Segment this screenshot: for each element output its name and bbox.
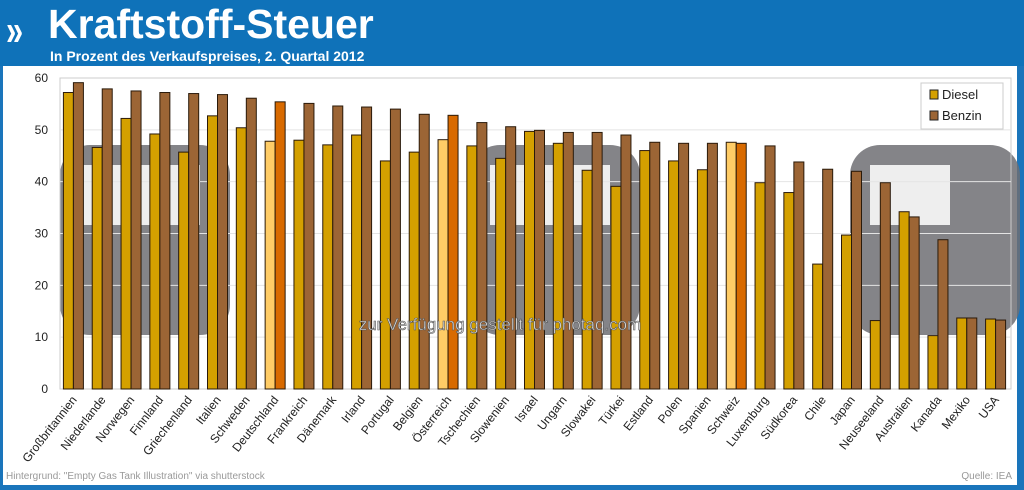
y-tick-label: 60 xyxy=(35,71,49,85)
y-tick-label: 40 xyxy=(35,175,49,189)
bar-diesel xyxy=(898,211,910,390)
bar-diesel xyxy=(322,144,334,390)
bar-benzin xyxy=(937,239,949,390)
x-tick-label: Chile xyxy=(801,393,829,423)
bar-diesel xyxy=(235,127,247,390)
y-tick-label: 30 xyxy=(35,227,49,241)
x-tick-label: Mexiko xyxy=(939,393,974,432)
bar-benzin xyxy=(188,93,200,390)
bar-benzin xyxy=(735,142,747,390)
bar-benzin xyxy=(418,113,430,390)
y-tick-label: 0 xyxy=(41,382,48,396)
x-tick-label: USA xyxy=(976,393,1002,421)
bar-benzin xyxy=(764,145,776,390)
y-tick-label: 10 xyxy=(35,330,49,344)
bar-diesel xyxy=(581,169,593,390)
bar-benzin xyxy=(505,126,517,390)
bar-diesel xyxy=(437,139,449,390)
chart-subtitle: In Prozent des Verkaufspreises, 2. Quart… xyxy=(50,48,365,64)
bar-benzin xyxy=(217,94,228,390)
bar-diesel xyxy=(466,145,478,390)
bar-benzin xyxy=(332,105,344,390)
bar-benzin xyxy=(72,82,84,390)
x-tick-label: Kanada xyxy=(908,393,945,434)
bar-diesel xyxy=(841,234,852,390)
bar-diesel xyxy=(379,160,391,390)
bar-benzin xyxy=(678,142,690,390)
bar-benzin xyxy=(591,131,603,390)
bar-diesel xyxy=(956,317,968,390)
background-credit: Hintergrund: "Empty Gas Tank Illustratio… xyxy=(6,471,265,482)
bar-benzin xyxy=(879,182,891,390)
bar-benzin xyxy=(130,90,142,390)
legend-label-benzin: Benzin xyxy=(942,108,982,123)
x-tick-label: Estland xyxy=(620,393,656,433)
bar-benzin xyxy=(476,122,488,390)
y-tick-label: 50 xyxy=(35,123,49,137)
header: » Kraftstoff-Steuer In Prozent des Verka… xyxy=(0,0,1024,66)
bar-diesel xyxy=(62,92,74,390)
bar-diesel xyxy=(812,263,824,390)
bar-diesel xyxy=(408,151,420,390)
bar-diesel xyxy=(869,320,881,390)
bar-diesel xyxy=(754,182,766,390)
bar-benzin xyxy=(274,101,286,390)
bar-benzin xyxy=(851,170,862,390)
bar-diesel xyxy=(351,134,363,390)
bar-benzin xyxy=(159,92,171,390)
bar-diesel xyxy=(149,133,161,390)
legend: Diesel Benzin xyxy=(920,82,1004,130)
bar-diesel xyxy=(524,130,535,390)
y-tick-label: 20 xyxy=(35,278,49,292)
bar-benzin xyxy=(706,142,718,390)
legend-swatch-benzin xyxy=(929,110,939,121)
bar-diesel xyxy=(639,150,651,390)
legend-label-diesel: Diesel xyxy=(942,87,978,102)
bar-diesel xyxy=(610,185,622,390)
bar-benzin xyxy=(101,88,113,390)
bar-diesel xyxy=(985,318,997,390)
bar-benzin xyxy=(966,317,978,390)
bar-diesel xyxy=(927,335,939,390)
bar-benzin xyxy=(447,114,459,390)
legend-swatch-diesel xyxy=(929,89,939,100)
bar-benzin xyxy=(303,102,315,390)
bar-benzin xyxy=(361,106,373,390)
source-note: Quelle: IEA xyxy=(961,471,1012,482)
bar-benzin xyxy=(995,319,1007,390)
bar-diesel xyxy=(783,192,795,390)
bar-diesel xyxy=(91,146,103,390)
bar-benzin xyxy=(793,161,805,390)
bar-benzin xyxy=(389,108,401,390)
chart-title: Kraftstoff-Steuer xyxy=(48,1,374,47)
bar-benzin xyxy=(649,141,661,390)
bar-benzin xyxy=(620,134,632,390)
bar-diesel xyxy=(552,142,564,390)
bar-diesel xyxy=(120,117,132,390)
bar-benzin xyxy=(534,129,545,390)
bar-benzin xyxy=(562,131,574,390)
bar-benzin xyxy=(822,168,834,390)
bar-benzin xyxy=(245,97,257,390)
bar-diesel xyxy=(495,157,507,390)
bar-diesel xyxy=(264,140,276,390)
watermark: zur Verfügung gestellt für photaq.com xyxy=(359,315,642,334)
bar-diesel xyxy=(207,115,218,390)
bar-diesel xyxy=(293,139,305,390)
bar-diesel xyxy=(668,160,680,390)
bar-benzin xyxy=(908,216,920,390)
bar-diesel xyxy=(178,151,190,390)
bar-diesel xyxy=(725,141,737,390)
bar-diesel xyxy=(696,169,708,390)
